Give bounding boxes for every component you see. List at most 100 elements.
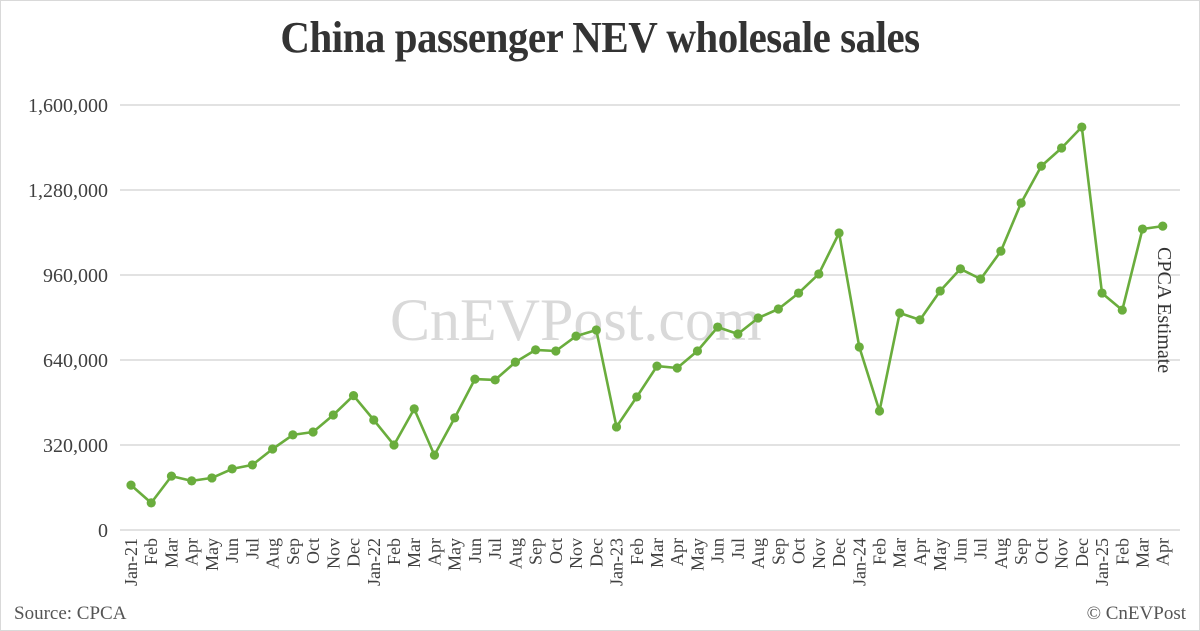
gridlines	[120, 104, 1180, 531]
series-line	[130, 125, 1163, 505]
data-point	[672, 363, 682, 373]
x-tick-label: Sep	[768, 538, 788, 565]
data-point	[1056, 143, 1067, 153]
x-tick-label: Dec	[344, 538, 364, 567]
chart-title: China passenger NEV wholesale sales	[280, 13, 920, 62]
x-tick-label: Jan-24	[849, 538, 869, 586]
x-tick-label: Jun	[465, 538, 485, 563]
data-point	[632, 392, 642, 402]
x-tick-label: Sep	[1011, 538, 1031, 565]
x-tick-label: Jul	[728, 538, 748, 559]
x-tick-label: Nov	[809, 538, 829, 569]
data-point	[268, 444, 278, 454]
data-point	[854, 342, 864, 352]
data-point	[207, 473, 217, 483]
data-point	[1137, 224, 1148, 234]
data-point	[611, 422, 622, 432]
x-tick-label: Mar	[404, 538, 424, 568]
data-point	[146, 498, 156, 508]
x-tick-label: Aug	[263, 538, 283, 569]
data-point	[1036, 161, 1046, 171]
data-point	[288, 430, 298, 440]
data-point	[733, 329, 743, 339]
x-tick-label: Jan-22	[364, 538, 384, 586]
x-axis: Jan-21 Feb Mar Apr May Jun Jul Aug Sep Oct Nov Dec J…	[121, 538, 1173, 586]
x-tick-label: Feb	[870, 538, 890, 565]
data-point	[773, 304, 783, 314]
data-point	[895, 308, 905, 318]
x-tick-label: Sep	[526, 538, 546, 565]
data-point	[389, 440, 399, 450]
x-tick-label: Apr	[1153, 538, 1173, 566]
x-tick-label: Oct	[303, 538, 323, 564]
x-tick-label: Jun	[708, 538, 728, 563]
x-tick-label: Feb	[627, 538, 647, 565]
x-tick-label: Jul	[485, 538, 505, 559]
data-point	[1117, 305, 1127, 315]
x-tick-label: Mar	[1133, 538, 1153, 568]
data-point	[935, 286, 945, 296]
x-tick-label: May	[687, 538, 707, 571]
x-tick-label: Oct	[546, 538, 566, 564]
y-tick-label: 1,600,000	[28, 95, 108, 117]
y-tick-label: 0	[98, 520, 108, 542]
data-point	[308, 427, 318, 437]
x-tick-label: Jul	[971, 538, 991, 559]
data-point	[874, 406, 885, 416]
data-point	[1077, 122, 1087, 132]
data-point	[531, 345, 541, 355]
data-point	[450, 413, 460, 423]
x-tick-label: Aug	[748, 538, 768, 569]
data-point	[187, 476, 197, 486]
y-tick-label: 1,280,000	[28, 180, 108, 202]
y-tick-label: 320,000	[43, 435, 108, 457]
x-tick-label: Feb	[141, 538, 161, 565]
data-point	[976, 274, 986, 284]
data-point	[996, 246, 1006, 256]
x-tick-label: Mar	[890, 538, 910, 568]
x-tick-label: Sep	[283, 538, 303, 565]
data-point	[1097, 288, 1107, 298]
data-point	[753, 313, 763, 323]
copyright-label: © CnEVPost	[1086, 603, 1186, 624]
x-tick-label: Apr	[910, 538, 930, 566]
x-tick-label: Dec	[586, 538, 606, 567]
x-tick-label: Mar	[161, 538, 181, 568]
x-tick-label: Oct	[1031, 538, 1051, 564]
x-tick-label: Mar	[647, 538, 667, 568]
x-tick-label: Feb	[1112, 538, 1132, 565]
x-tick-label: May	[445, 538, 465, 571]
data-point	[369, 415, 379, 425]
data-point	[247, 460, 257, 470]
data-point	[126, 480, 136, 490]
data-point	[328, 410, 338, 420]
data-point	[348, 390, 359, 401]
x-tick-label: Jun	[950, 538, 970, 563]
data-point	[955, 264, 966, 274]
y-axis: 0 320,000 640,000 960,000 1,280,000 1,600,000	[28, 95, 108, 542]
x-tick-label: Dec	[829, 538, 849, 567]
data-point	[1016, 198, 1026, 208]
data-point	[915, 315, 925, 325]
x-tick-label: Feb	[384, 538, 404, 565]
data-point	[692, 346, 703, 356]
watermark: CnEVPost.com	[390, 287, 762, 353]
data-point	[409, 404, 419, 414]
x-tick-label: Nov	[323, 538, 343, 569]
data-point	[834, 228, 844, 238]
x-tick-label: Dec	[1072, 538, 1092, 567]
source-label: Source: CPCA	[14, 603, 127, 624]
y-tick-label: 960,000	[43, 265, 108, 287]
data-point	[510, 357, 520, 367]
cpca-estimate-annotation: CPCA Estimate	[1153, 247, 1175, 374]
data-point	[713, 322, 723, 332]
data-point	[490, 375, 500, 385]
data-point	[227, 464, 237, 474]
x-tick-label: Nov	[1052, 538, 1072, 569]
data-point	[166, 471, 177, 481]
x-tick-label: Jan-23	[607, 538, 627, 586]
data-series	[126, 122, 1168, 508]
x-tick-label: Apr	[667, 538, 687, 566]
x-tick-label: May	[930, 538, 950, 571]
